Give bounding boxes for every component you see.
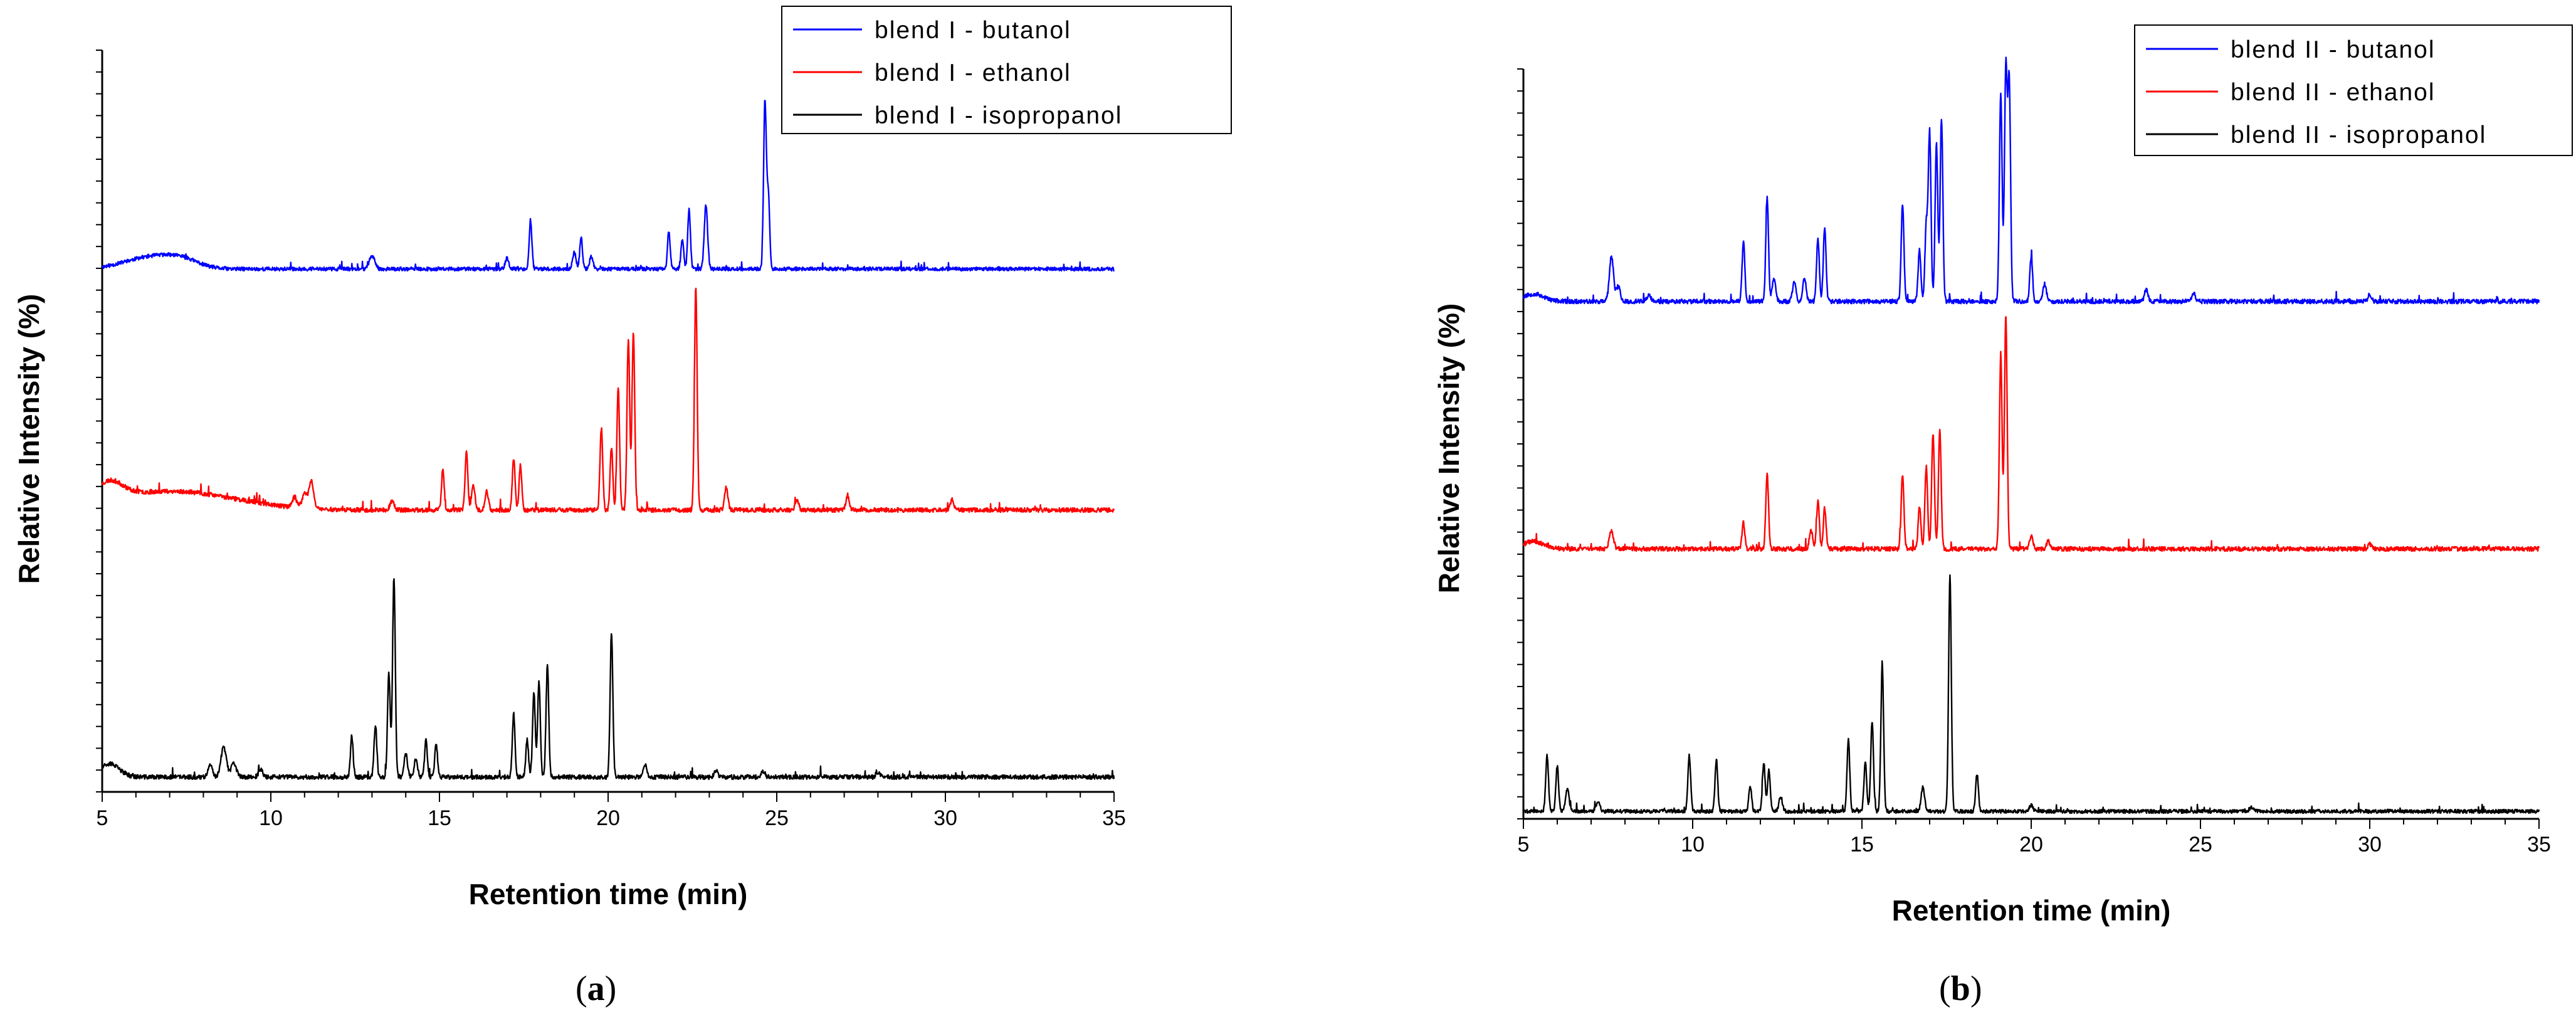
x-tick-labels: 5 10 15 20 25 30 35	[1518, 833, 2551, 856]
x-tick-label: 35	[1102, 806, 1126, 830]
series-line	[102, 578, 1115, 781]
panel-b: 5 10 15 20 25 30 35 Retention time (min)…	[1417, 0, 2576, 969]
legend-label-ethanol: blend I - ethanol	[875, 60, 1071, 87]
x-ticks	[102, 792, 1115, 802]
y-axis-title: Relative Intensity (%)	[1433, 303, 1465, 594]
caption-b: (b)	[1939, 969, 1982, 1008]
x-tick-label: 10	[259, 806, 283, 830]
chart-a: 5 10 15 20 25 30 35 Retention time (min)…	[13, 6, 1232, 910]
series-line	[1523, 56, 2540, 305]
x-tick-label: 10	[1681, 833, 1705, 856]
x-tick-label: 5	[1518, 833, 1530, 856]
x-tick-label: 30	[2358, 833, 2382, 856]
legend-label-butanol: blend I - butanol	[875, 17, 1071, 44]
x-tick-label: 15	[428, 806, 451, 830]
legend-box	[781, 6, 1232, 134]
x-axis-title: Retention time (min)	[469, 878, 748, 910]
x-tick-label: 20	[2019, 833, 2043, 856]
x-tick-label: 25	[765, 806, 789, 830]
y-axis-title: Relative Intensity (%)	[13, 294, 45, 584]
y-minor-ticks	[1517, 68, 1523, 819]
x-tick-label: 30	[933, 806, 957, 830]
legend: blend I - butanol blend I - ethanol blen…	[781, 6, 1232, 134]
chart-b: 5 10 15 20 25 30 35 Retention time (min)…	[1433, 24, 2573, 927]
series-line	[1522, 574, 2540, 814]
x-tick-label: 35	[2527, 833, 2551, 856]
y-minor-ticks	[96, 50, 102, 793]
legend-label-isopropanol: blend I - isopropanol	[875, 102, 1122, 129]
x-tick-labels: 5 10 15 20 25 30 35	[97, 806, 1126, 830]
x-tick-label: 20	[596, 806, 620, 830]
panel-a: 5 10 15 20 25 30 35 Retention time (min)…	[0, 0, 1279, 969]
x-tick-label: 5	[97, 806, 108, 830]
series-group	[1522, 56, 2540, 814]
series-line	[1522, 316, 2540, 552]
legend-label-isopropanol: blend II - isopropanol	[2231, 122, 2486, 149]
x-tick-label: 25	[2189, 833, 2212, 856]
x-ticks	[1523, 819, 2540, 829]
x-tick-label: 15	[1850, 833, 1874, 856]
series-line	[102, 100, 1115, 272]
series-line	[101, 287, 1115, 514]
legend-label-butanol: blend II - butanol	[2231, 36, 2436, 63]
caption-a: (a)	[576, 969, 617, 1008]
legend-label-ethanol: blend II - ethanol	[2231, 79, 2436, 106]
x-axis-title: Retention time (min)	[1892, 894, 2171, 927]
series-group	[101, 100, 1115, 781]
legend: blend II - butanol blend II - ethanol bl…	[2134, 24, 2573, 156]
